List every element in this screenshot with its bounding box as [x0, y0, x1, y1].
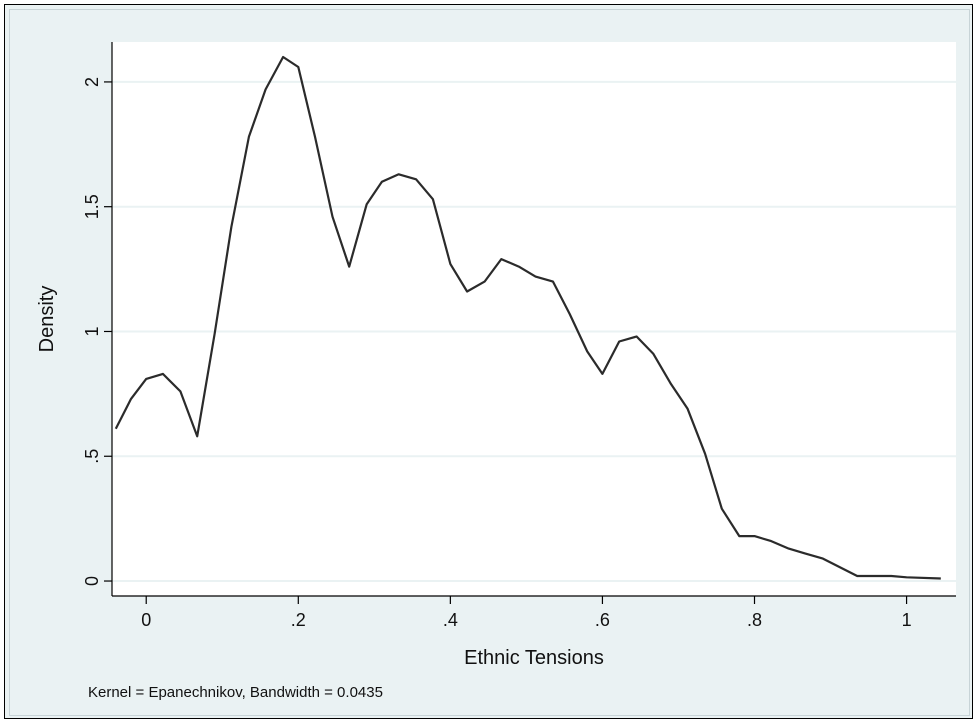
- tick-labels: 0 .5 1 1.5 2 0 .2 .4 .6 .8 1: [82, 77, 912, 630]
- y-tick-label-0: 0: [82, 576, 102, 586]
- density-line: [114, 55, 941, 580]
- x-tick-label-5: 1: [902, 610, 912, 630]
- grid-lines: [112, 80, 956, 583]
- tick-marks: [104, 81, 908, 604]
- x-tick-label-3: .6: [595, 610, 610, 630]
- y-axis-title: Density: [36, 286, 58, 353]
- x-tick-label-0: 0: [141, 610, 151, 630]
- y-tick-label-4: 2: [82, 77, 102, 87]
- x-tick-label-2: .4: [443, 610, 458, 630]
- y-tick-label-2: 1: [82, 326, 102, 336]
- y-tick-label-1: .5: [82, 449, 102, 464]
- plot-area: [112, 42, 956, 596]
- y-tick-label-3: 1.5: [82, 194, 102, 219]
- axes: [111, 42, 956, 597]
- x-axis-title: Ethnic Tensions: [464, 647, 604, 669]
- x-tick-label-1: .2: [291, 610, 306, 630]
- x-tick-label-4: .8: [747, 610, 762, 630]
- kernel-note: Kernel = Epanechnikov, Bandwidth = 0.043…: [88, 684, 383, 701]
